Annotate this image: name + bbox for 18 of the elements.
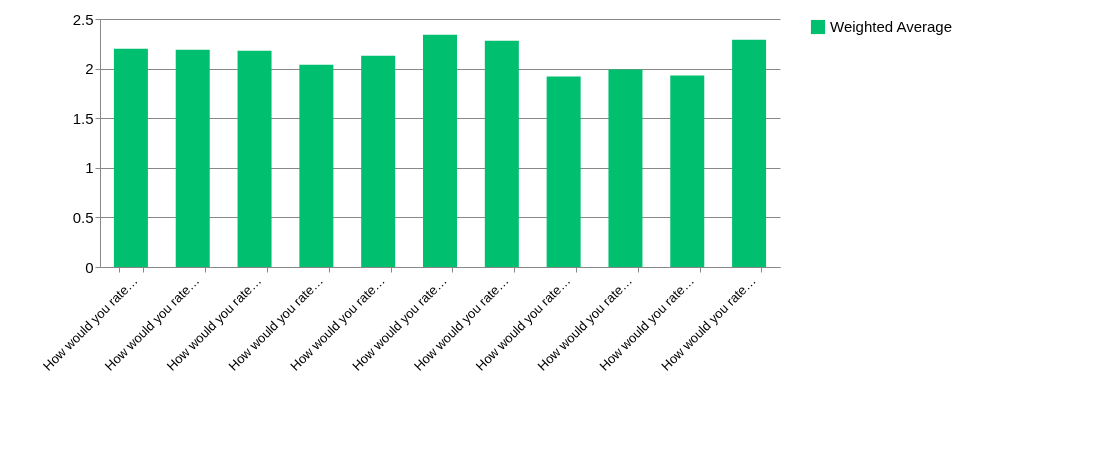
bar — [732, 39, 767, 267]
y-tick-label: 0 — [85, 258, 94, 276]
y-tick-label: 2 — [85, 60, 94, 78]
y-tick-label: 2.5 — [72, 10, 94, 28]
bar — [237, 50, 272, 267]
bar — [546, 76, 581, 267]
bar — [484, 40, 519, 267]
bar — [361, 55, 396, 267]
bar — [299, 64, 334, 267]
y-tick-label: 0.5 — [72, 208, 94, 226]
y-tick-label: 1 — [85, 159, 94, 177]
legend-label: Weighted Average — [830, 18, 953, 35]
bar — [113, 48, 148, 267]
bar — [608, 69, 643, 267]
bar — [175, 49, 210, 267]
y-tick-label: 1.5 — [72, 109, 94, 127]
bar — [670, 75, 705, 267]
bar — [423, 34, 457, 267]
